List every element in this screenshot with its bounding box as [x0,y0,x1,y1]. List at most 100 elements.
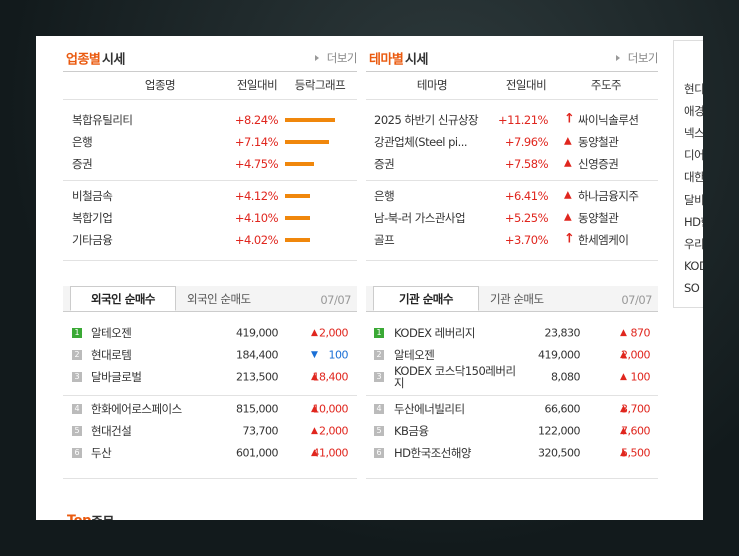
arrow-icon: ▲ [620,426,627,436]
theme-name[interactable]: 증권 [374,157,395,171]
stock-name[interactable]: KODEX 레버리지 [394,326,475,340]
stock-change: 100 [328,348,349,362]
tab-active[interactable] [373,286,479,311]
sector-change: +8.24% [234,113,279,127]
theme-name[interactable]: 남-북-러 가스관사업 [374,211,466,225]
arrow-icon: ▲ [311,328,318,338]
stock-change: 870 [630,326,651,340]
column-header: 전일대비 [505,78,547,92]
stock-name[interactable]: 현대건설 [91,424,132,438]
side-item: 달비 [684,192,703,207]
rank-badge: 5 [374,426,384,436]
stock-price: 320,500 [538,446,581,460]
change-bar [285,140,329,144]
sector-name[interactable]: 증권 [72,157,93,171]
more-link[interactable]: 더보기 [326,51,358,65]
stock-name[interactable]: 두산 [91,446,112,460]
column-header: 주도주 [590,78,622,92]
theme-change: +7.58% [504,157,549,171]
side-item: HD한 [684,214,703,229]
leader-stock[interactable]: 동양철관 [578,211,619,225]
side-item: 대한 [684,170,703,185]
stock-price: 66,600 [544,402,581,416]
arrow-icon: ▲ [620,328,627,338]
stock-price: 8,080 [551,370,581,384]
tab[interactable]: 기관 순매도 [490,292,544,306]
arrow-icon: ▲ [620,350,627,360]
stock-name[interactable]: 알테오젠 [394,348,435,362]
theme-name[interactable]: 강관업체(Steel pi... [374,135,468,149]
theme-change: +3.70% [504,233,549,247]
arrow-icon: ▲ [620,404,627,414]
theme-change: +7.96% [504,135,549,149]
sector-name[interactable]: 복합기업 [72,211,113,225]
rank-badge: 4 [72,404,82,414]
stock-change: 2,000 [621,348,651,362]
leader-stock[interactable]: 하나금융지주 [578,189,639,203]
arrow-icon: ▲ [564,189,572,201]
footer-title: 종목 [91,512,114,521]
sector-change: +4.02% [234,233,279,247]
side-item: KOD [684,258,703,273]
stock-change: 2,000 [319,326,349,340]
rank-badge: 1 [72,328,82,338]
stock-change: 41,000 [312,446,349,460]
column-header: 업종명 [144,78,176,92]
stock-name[interactable]: KODEX 코스닥150레버리지 [394,364,516,390]
stock-change: 2,000 [319,424,349,438]
stock-price: 184,400 [236,348,279,362]
stock-name[interactable]: 한화에어로스페이스 [91,402,182,416]
rank-badge: 5 [72,426,82,436]
stock-name[interactable]: 현대로템 [91,348,132,362]
tab[interactable]: 기관 순매수 [399,292,453,306]
leader-stock[interactable]: 신영증권 [578,157,619,171]
more-arrow [616,55,620,61]
arrow-icon: ▼ [311,350,318,360]
divider [366,395,658,396]
column-header: 테마명 [416,78,448,92]
leader-stock[interactable]: 동양철관 [578,135,619,149]
stock-name[interactable]: 두산에너빌리티 [394,402,465,416]
stock-name[interactable]: 달바글로벌 [91,370,142,384]
leader-stock[interactable]: 싸이닉솔루션 [578,113,639,127]
tab-active[interactable] [70,286,176,311]
side-item: 우리 [684,236,703,251]
rank-badge: 4 [374,404,384,414]
arrow-icon: ▲ [564,135,572,147]
rank-badge: 3 [72,372,82,382]
stock-price: 419,000 [236,326,279,340]
side-item: 넥스 [684,126,703,141]
stock-change: 7,600 [621,424,651,438]
rank-badge: 6 [374,448,384,458]
side-item: SO [684,280,700,295]
side-item: 애경 [684,104,703,119]
theme-change: +11.21% [498,113,549,127]
divider [366,71,658,72]
divider [63,260,357,261]
column-header: 전일대비 [236,78,278,92]
sector-name[interactable]: 복합유틸리티 [72,113,133,127]
stock-change: 100 [630,370,651,384]
arrow-icon: ▲ [311,372,318,382]
change-bar [285,162,314,166]
divider [366,478,658,479]
rank-badge: 1 [374,328,384,338]
more-link[interactable]: 더보기 [627,51,659,65]
leader-stock[interactable]: 한세엠케이 [578,233,629,247]
sector-name[interactable]: 은행 [72,135,93,149]
stock-name[interactable]: HD한국조선해양 [394,446,471,460]
theme-name[interactable]: 골프 [374,233,395,247]
theme-change: +6.41% [504,189,549,203]
tab[interactable]: 외국인 순매수 [91,292,155,306]
theme-name[interactable]: 2025 하반기 신규상장 [374,113,479,127]
tab[interactable]: 외국인 순매도 [187,292,251,306]
stock-name[interactable]: KB금융 [394,424,429,438]
sector-change: +4.12% [234,189,279,203]
divider [366,180,658,181]
sector-name[interactable]: 비철금속 [72,189,113,203]
sector-name[interactable]: 기타금융 [72,233,113,247]
rank-badge: 2 [72,350,82,360]
stock-name[interactable]: 알테오젠 [91,326,132,340]
theme-name[interactable]: 은행 [374,189,395,203]
